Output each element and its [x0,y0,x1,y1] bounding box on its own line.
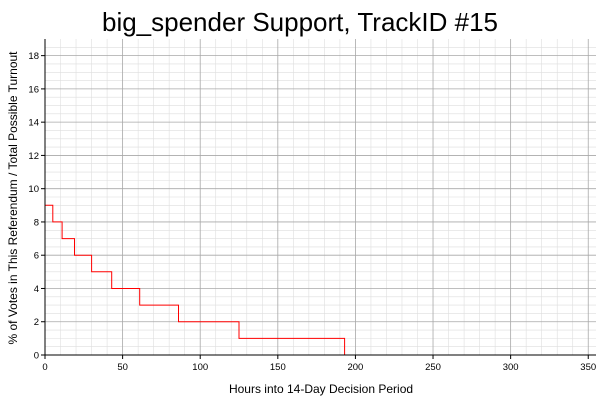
y-tick-label: 2 [34,317,39,328]
series-line [45,204,569,356]
y-tick-label: 6 [34,251,39,262]
grid [45,39,596,355]
x-tick-label: 350 [580,362,596,373]
y-tick-label: 16 [28,84,39,95]
y-axis-label: % of Votes in This Referendum / Total Po… [6,51,20,345]
x-tick-label: 250 [425,362,441,373]
y-tick-label: 10 [28,184,39,195]
y-tick-label: 8 [34,217,39,228]
x-tick-label: 50 [117,362,128,373]
y-tick-label: 12 [28,151,39,162]
chart-title: big_spender Support, TrackID #15 [102,7,498,37]
y-tick-label: 4 [34,284,39,295]
x-axis-label: Hours into 14-Day Decision Period [229,382,413,396]
axes: 0 50 100 150 200 250 300 350 0 2 4 6 8 10 12 14 16 18 [28,39,596,373]
y-tick-label: 0 [34,351,39,362]
x-tick-label: 150 [270,362,286,373]
y-tick-label: 18 [28,51,39,62]
x-tick-label: 200 [347,362,363,373]
x-tick-label: 100 [192,362,208,373]
x-tick-label: 0 [42,362,47,373]
series-layer [45,204,569,356]
x-tick-label: 300 [503,362,519,373]
y-tick-label: 14 [28,118,39,129]
